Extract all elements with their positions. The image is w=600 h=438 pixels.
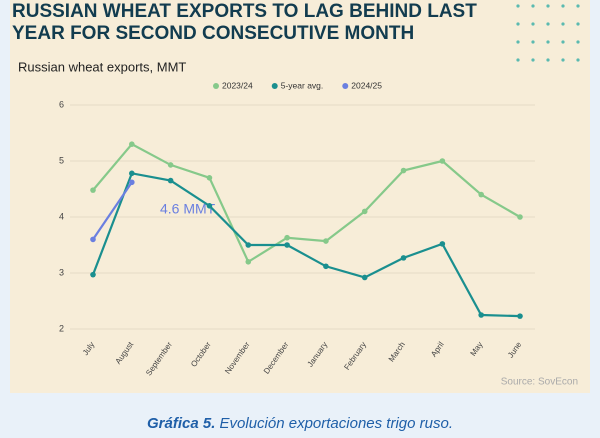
- point: [439, 241, 446, 247]
- point: [245, 242, 252, 248]
- point: [206, 175, 213, 181]
- legend-label: 2024/25: [351, 80, 382, 90]
- point: [129, 179, 135, 186]
- point: [400, 255, 407, 261]
- point: [245, 259, 252, 265]
- legend-label: 2023/24: [222, 80, 253, 90]
- y-tick-label: 5: [59, 155, 64, 165]
- point: [517, 313, 523, 319]
- y-tick-label: 3: [59, 267, 64, 277]
- point: [361, 274, 368, 281]
- point: [284, 234, 290, 241]
- caption-label: Gráfica 5.: [147, 415, 215, 432]
- caption: Gráfica 5. Evolución exportaciones trigo…: [147, 415, 453, 432]
- point: [478, 191, 484, 198]
- line: [92, 142, 521, 264]
- point: [90, 187, 96, 193]
- y-tick-label: 6: [59, 99, 64, 109]
- chart-title: RUSSIAN WHEAT EXPORTS TO LAG BEHIND LAST: [12, 1, 477, 22]
- point: [478, 312, 484, 318]
- point: [400, 167, 407, 174]
- annotation: 4.6 MMT: [160, 201, 216, 217]
- point: [206, 203, 213, 209]
- point: [167, 162, 174, 168]
- point: [439, 158, 446, 164]
- point: [90, 236, 96, 243]
- chart-subtitle: Russian wheat exports, MMT: [18, 59, 186, 74]
- source: Source: SovEcon: [501, 377, 578, 388]
- point: [323, 238, 329, 244]
- legend-marker: [271, 83, 278, 89]
- dot-decoration: [516, 4, 580, 62]
- point: [284, 242, 290, 248]
- line: [91, 172, 521, 318]
- legend-marker: [342, 83, 349, 89]
- y-tick-label: 2: [59, 323, 64, 333]
- caption-text: Evolución exportaciones trigo ruso.: [220, 415, 453, 432]
- y-tick-label: 4: [59, 211, 64, 221]
- legend-label: 5-year avg.: [281, 80, 324, 90]
- point: [361, 208, 368, 215]
- point: [517, 214, 523, 220]
- line: [92, 181, 133, 241]
- point: [323, 263, 329, 270]
- panel: [10, 0, 590, 393]
- point: [90, 271, 96, 278]
- legend-marker: [213, 83, 219, 89]
- point: [129, 141, 135, 147]
- point: [129, 170, 135, 177]
- point: [167, 177, 174, 184]
- chart-title: YEAR FOR SECOND CONSECUTIVE MONTH: [12, 23, 414, 44]
